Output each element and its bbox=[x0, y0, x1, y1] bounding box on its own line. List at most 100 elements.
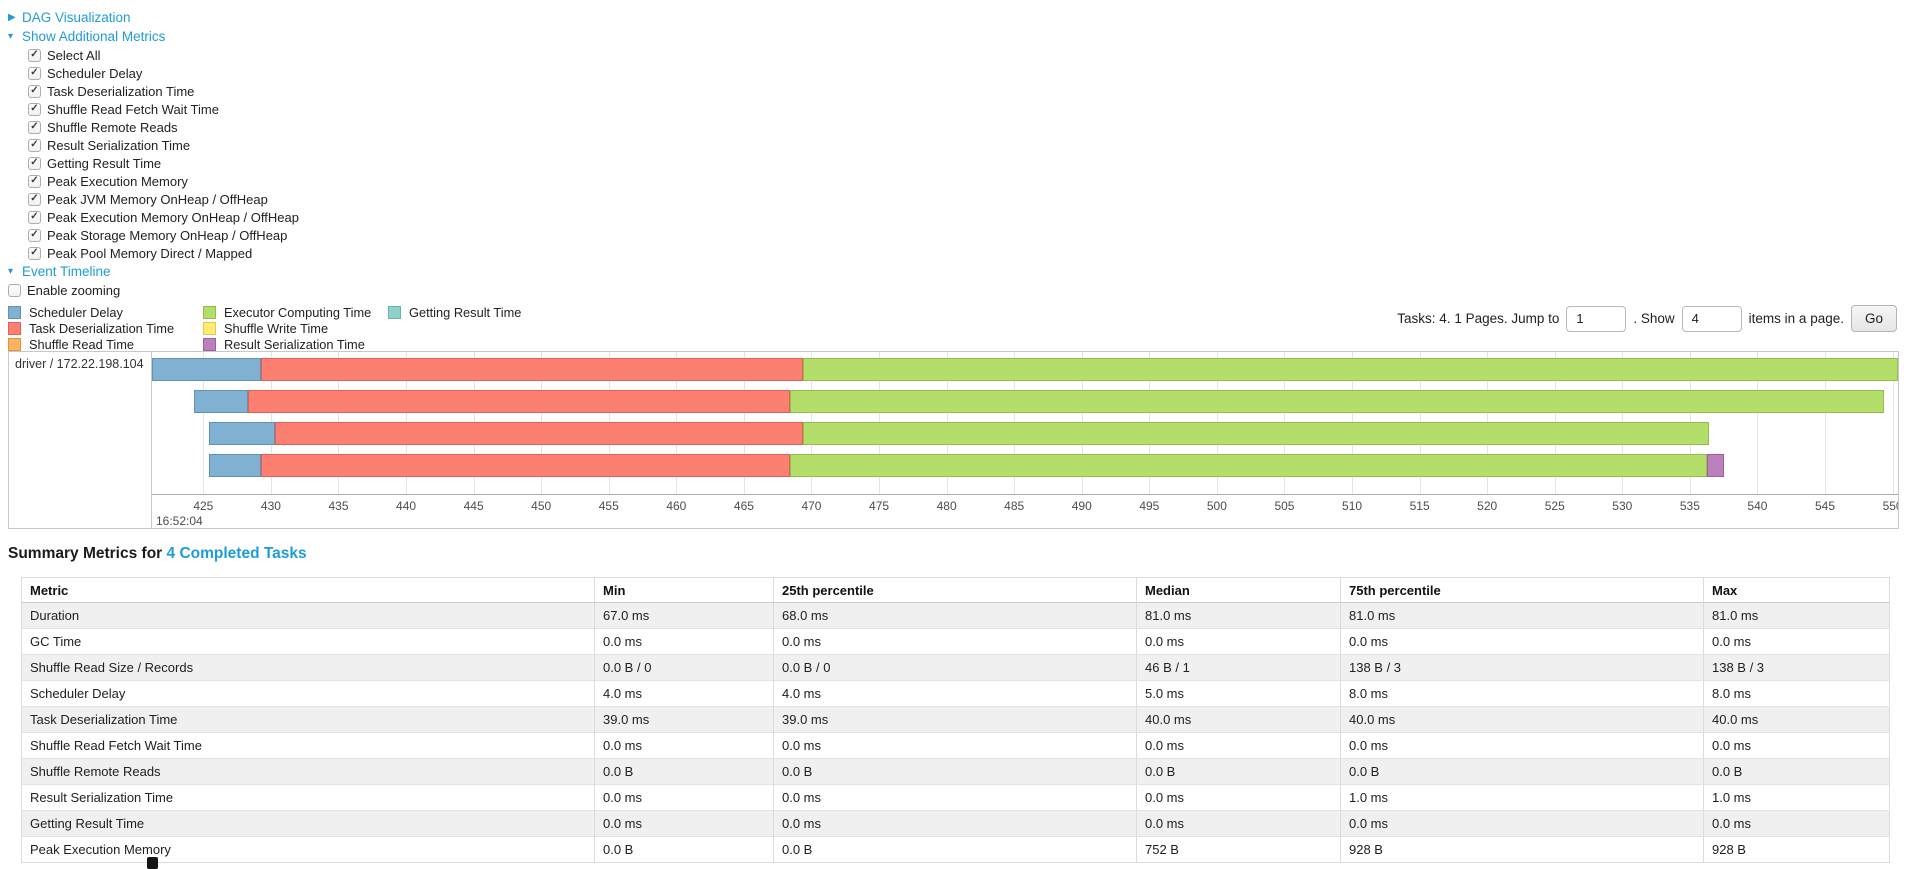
task-bar-segment-executor_computing[interactable] bbox=[789, 454, 1708, 477]
checkbox-checked-icon[interactable]: ✓ bbox=[28, 246, 41, 260]
go-button[interactable]: Go bbox=[1850, 305, 1897, 332]
enable-zooming-checkbox[interactable]: Enable zooming bbox=[8, 281, 1899, 299]
task-pagination: Tasks: 4. 1 Pages. Jump to . Show items … bbox=[1397, 305, 1897, 332]
metric-value-cell: 0.0 B bbox=[1703, 758, 1890, 785]
task-bar-segment-executor_computing[interactable] bbox=[803, 422, 1709, 445]
task-bar-segment-task_deserialization[interactable] bbox=[274, 422, 804, 445]
table-row-task-deserialization-time: Task Deserialization Time 39.0 ms 39.0 ms 4… bbox=[21, 706, 1890, 733]
legend-swatch-icon bbox=[203, 306, 216, 319]
legend-label: Result Serialization Time bbox=[224, 337, 365, 352]
metric-checkbox-peak-execution-memory-onheap-offheap[interactable]: ✓ Peak Execution Memory OnHeap / OffHeap bbox=[28, 208, 1899, 226]
task-bar-segment-scheduler_delay[interactable] bbox=[208, 422, 275, 445]
legend-label: Scheduler Delay bbox=[29, 305, 123, 320]
metric-value-cell: 8.0 ms bbox=[1340, 680, 1704, 707]
checkbox-checked-icon[interactable]: ✓ bbox=[28, 174, 41, 188]
show-additional-metrics-toggle[interactable]: ▾ Show Additional Metrics bbox=[8, 27, 1899, 46]
checkbox-label: Peak Execution Memory bbox=[47, 173, 188, 189]
legend-label: Task Deserialization Time bbox=[29, 321, 175, 336]
metric-checkbox-peak-jvm-memory-onheap-offheap[interactable]: ✓ Peak JVM Memory OnHeap / OffHeap bbox=[28, 190, 1899, 208]
legend-swatch-icon bbox=[203, 338, 216, 351]
axis-tick-label: 495 bbox=[1139, 499, 1160, 513]
metric-name-cell: Duration bbox=[21, 602, 595, 629]
checkbox-checked-icon[interactable]: ✓ bbox=[28, 156, 41, 170]
task-bar-segment-task_deserialization[interactable] bbox=[261, 358, 804, 381]
gridline bbox=[1892, 352, 1894, 495]
metric-value-cell: 0.0 B / 0 bbox=[594, 654, 774, 681]
metric-name-cell: Peak Execution Memory bbox=[21, 836, 595, 863]
metric-checkbox-result-serialization-time[interactable]: ✓ Result Serialization Time bbox=[28, 136, 1899, 154]
task-bar-segment-result_serialization[interactable] bbox=[1707, 454, 1724, 477]
timeline-plot bbox=[152, 352, 1898, 495]
metric-checkbox-shuffle-remote-reads[interactable]: ✓ Shuffle Remote Reads bbox=[28, 118, 1899, 136]
items-per-page-text: items in a page. bbox=[1748, 311, 1844, 326]
metric-name-cell: GC Time bbox=[21, 628, 595, 655]
checkbox-label: Task Deserialization Time bbox=[47, 83, 195, 99]
table-row-getting-result-time: Getting Result Time 0.0 ms 0.0 ms 0.0 ms 0.0… bbox=[21, 810, 1890, 837]
checkbox-checked-icon[interactable]: ✓ bbox=[28, 192, 41, 206]
metric-checkbox-task-deserialization-time[interactable]: ✓ Task Deserialization Time bbox=[28, 82, 1899, 100]
checkbox-checked-icon[interactable]: ✓ bbox=[28, 102, 41, 116]
event-timeline-toggle[interactable]: ▾ Event Timeline bbox=[8, 262, 1899, 281]
checkbox-checked-icon[interactable]: ✓ bbox=[28, 228, 41, 242]
jump-to-page-input[interactable] bbox=[1566, 305, 1627, 332]
items-per-page-input[interactable] bbox=[1681, 305, 1742, 332]
metric-value-cell: 0.0 B bbox=[1340, 758, 1704, 785]
axis-tick-label: 475 bbox=[869, 499, 890, 513]
checkbox-label: Getting Result Time bbox=[47, 155, 162, 171]
metric-value-cell: 0.0 B bbox=[773, 758, 1137, 785]
show-text: . Show bbox=[1633, 311, 1675, 326]
checkbox-unchecked-icon[interactable] bbox=[8, 283, 21, 297]
axis-tick-label: 470 bbox=[801, 499, 822, 513]
event-timeline-link[interactable]: Event Timeline bbox=[22, 264, 111, 279]
metric-checkbox-select-all[interactable]: ✓ Select All bbox=[28, 46, 1899, 64]
task-bar-segment-scheduler_delay[interactable] bbox=[193, 390, 248, 413]
metric-checkbox-peak-pool-memory-direct-mapped[interactable]: ✓ Peak Pool Memory Direct / Mapped bbox=[28, 244, 1899, 262]
partial-bottom-element bbox=[147, 857, 158, 869]
metric-checkbox-peak-execution-memory[interactable]: ✓ Peak Execution Memory bbox=[28, 172, 1899, 190]
task-bar-segment-task_deserialization[interactable] bbox=[261, 454, 790, 477]
table-row-peak-execution-memory: Peak Execution Memory 0.0 B 0.0 B 752 B 928 … bbox=[21, 836, 1890, 863]
column-header-min: Min bbox=[594, 577, 774, 603]
metric-checkbox-shuffle-read-fetch-wait-time[interactable]: ✓ Shuffle Read Fetch Wait Time bbox=[28, 100, 1899, 118]
metric-checkbox-getting-result-time[interactable]: ✓ Getting Result Time bbox=[28, 154, 1899, 172]
task-bar-segment-executor_computing[interactable] bbox=[789, 390, 1885, 413]
checkbox-checked-icon[interactable]: ✓ bbox=[28, 120, 41, 134]
legend-item-task-deserialization-time: Task Deserialization Time bbox=[8, 321, 203, 336]
task-bar-segment-task_deserialization[interactable] bbox=[247, 390, 790, 413]
gridline bbox=[203, 352, 205, 495]
event-timeline-chart: driver / 172.22.198.104 16:52:04 425 430 4… bbox=[8, 351, 1899, 529]
dag-visualization-toggle[interactable]: ▶ DAG Visualization bbox=[8, 8, 1899, 27]
task-bar-segment-executor_computing[interactable] bbox=[803, 358, 1898, 381]
checkbox-label: Peak Execution Memory OnHeap / OffHeap bbox=[47, 209, 299, 225]
enable-zooming-label: Enable zooming bbox=[27, 282, 121, 298]
metric-value-cell: 928 B bbox=[1340, 836, 1704, 863]
metric-name-cell: Getting Result Time bbox=[21, 810, 595, 837]
completed-tasks-link[interactable]: 4 Completed Tasks bbox=[166, 545, 307, 562]
metric-checkbox-scheduler-delay[interactable]: ✓ Scheduler Delay bbox=[28, 64, 1899, 82]
checkbox-checked-icon[interactable]: ✓ bbox=[28, 48, 41, 62]
legend-column: Getting Result Time bbox=[388, 305, 521, 320]
table-row-duration: Duration 67.0 ms 68.0 ms 81.0 ms 81.0 ms 81.0… bbox=[21, 602, 1890, 629]
dag-visualization-link[interactable]: DAG Visualization bbox=[22, 10, 131, 25]
task-bar-segment-scheduler_delay[interactable] bbox=[208, 454, 262, 477]
metric-value-cell: 0.0 ms bbox=[1136, 810, 1341, 837]
column-header-metric: Metric bbox=[21, 577, 595, 603]
metric-value-cell: 0.0 ms bbox=[1703, 810, 1890, 837]
checkbox-checked-icon[interactable]: ✓ bbox=[28, 210, 41, 224]
metric-value-cell: 81.0 ms bbox=[1136, 602, 1341, 629]
expanded-arrow-icon: ▾ bbox=[8, 30, 14, 42]
metric-value-cell: 5.0 ms bbox=[1136, 680, 1341, 707]
axis-tick-label: 540 bbox=[1747, 499, 1768, 513]
checkbox-checked-icon[interactable]: ✓ bbox=[28, 66, 41, 80]
metric-value-cell: 928 B bbox=[1703, 836, 1890, 863]
checkbox-checked-icon[interactable]: ✓ bbox=[28, 84, 41, 98]
show-additional-metrics-link[interactable]: Show Additional Metrics bbox=[22, 29, 166, 44]
metric-value-cell: 0.0 ms bbox=[1340, 628, 1704, 655]
timeline-legend: Scheduler Delay Task Deserialization Time… bbox=[8, 305, 1899, 352]
task-bar-segment-scheduler_delay[interactable] bbox=[152, 358, 262, 381]
metric-checkbox-peak-storage-memory-onheap-offheap[interactable]: ✓ Peak Storage Memory OnHeap / OffHeap bbox=[28, 226, 1899, 244]
metric-value-cell: 68.0 ms bbox=[773, 602, 1137, 629]
legend-label: Getting Result Time bbox=[409, 305, 522, 320]
checkbox-checked-icon[interactable]: ✓ bbox=[28, 138, 41, 152]
executor-group-label: driver / 172.22.198.104 bbox=[9, 352, 152, 528]
